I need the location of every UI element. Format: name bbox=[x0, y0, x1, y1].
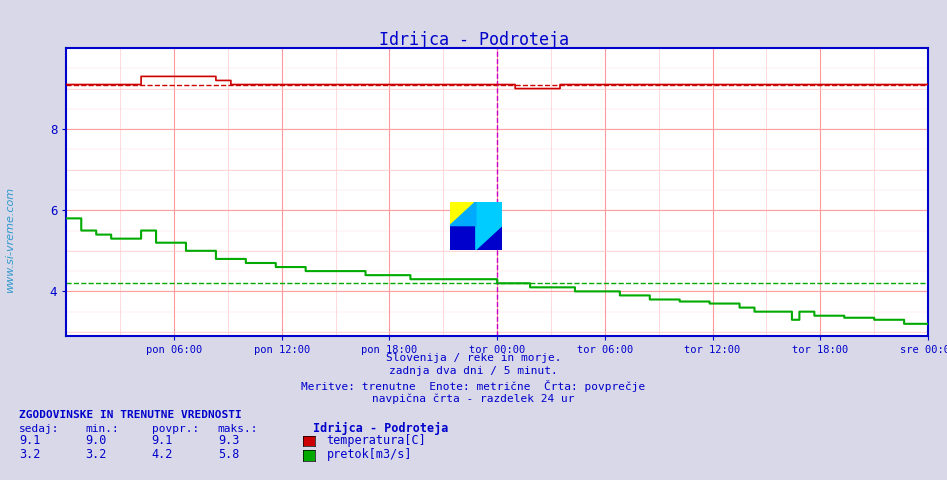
Text: Slovenija / reke in morje.: Slovenija / reke in morje. bbox=[385, 353, 562, 363]
Text: temperatura[C]: temperatura[C] bbox=[327, 434, 426, 447]
Bar bbox=[450, 202, 476, 226]
Text: Idrijca - Podroteja: Idrijca - Podroteja bbox=[379, 31, 568, 49]
Text: ZGODOVINSKE IN TRENUTNE VREDNOSTI: ZGODOVINSKE IN TRENUTNE VREDNOSTI bbox=[19, 409, 241, 420]
Text: zadnja dva dni / 5 minut.: zadnja dva dni / 5 minut. bbox=[389, 366, 558, 376]
Polygon shape bbox=[476, 202, 502, 226]
Text: 9.1: 9.1 bbox=[152, 434, 173, 447]
Text: 3.2: 3.2 bbox=[19, 448, 41, 461]
Polygon shape bbox=[450, 226, 502, 250]
Text: 9.0: 9.0 bbox=[85, 434, 107, 447]
Text: Meritve: trenutne  Enote: metrične  Črta: povprečje: Meritve: trenutne Enote: metrične Črta: … bbox=[301, 380, 646, 392]
Text: Idrijca - Podroteja: Idrijca - Podroteja bbox=[313, 422, 448, 435]
Text: min.:: min.: bbox=[85, 424, 119, 434]
Text: www.si-vreme.com: www.si-vreme.com bbox=[5, 187, 15, 293]
Text: 4.2: 4.2 bbox=[152, 448, 173, 461]
Text: 3.2: 3.2 bbox=[85, 448, 107, 461]
Polygon shape bbox=[476, 226, 502, 250]
Text: sedaj:: sedaj: bbox=[19, 424, 60, 434]
Text: maks.:: maks.: bbox=[218, 424, 259, 434]
Text: 9.1: 9.1 bbox=[19, 434, 41, 447]
Text: 9.3: 9.3 bbox=[218, 434, 240, 447]
Text: 5.8: 5.8 bbox=[218, 448, 240, 461]
Polygon shape bbox=[450, 202, 476, 226]
Text: navpična črta - razdelek 24 ur: navpična črta - razdelek 24 ur bbox=[372, 393, 575, 404]
Text: povpr.:: povpr.: bbox=[152, 424, 199, 434]
Text: pretok[m3/s]: pretok[m3/s] bbox=[327, 448, 412, 461]
